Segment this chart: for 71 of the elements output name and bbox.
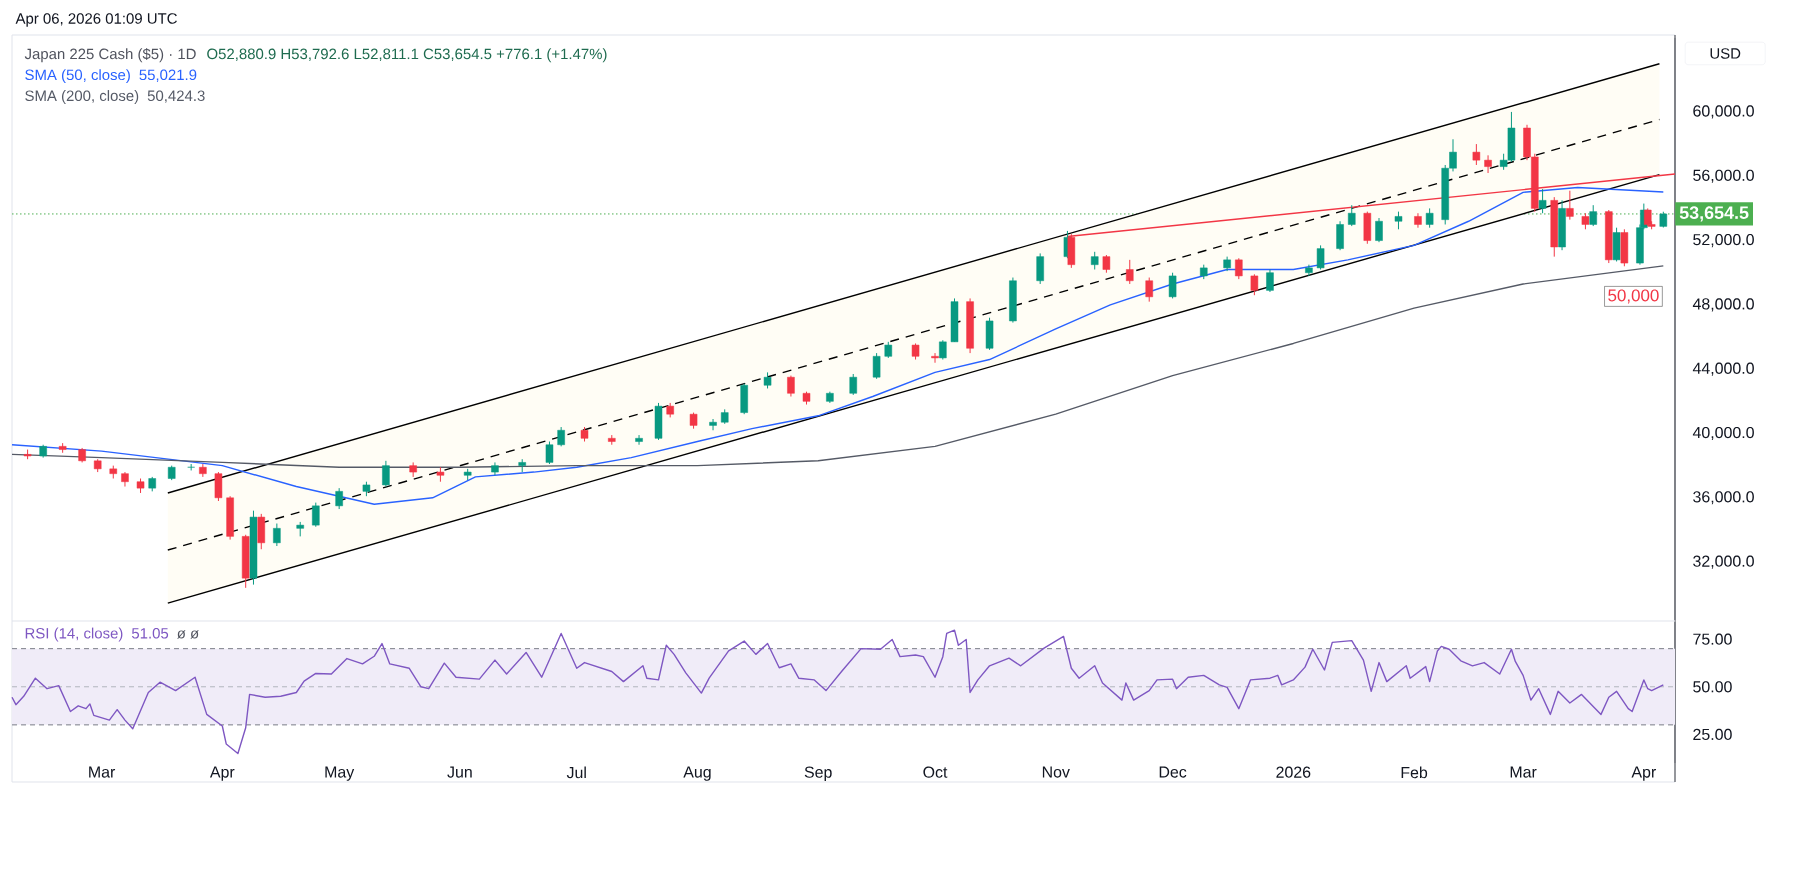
y-axis-title: USD: [1710, 48, 1741, 59]
candlestick: [1347, 204, 1356, 227]
candlestick: [1538, 188, 1547, 214]
x-tick-label: Feb: [1401, 766, 1428, 779]
x-tick-label: Apr: [1631, 766, 1656, 781]
candlestick: [1305, 264, 1313, 277]
candlestick: [1316, 244, 1325, 270]
y-tick-label: 75.00: [1693, 633, 1732, 645]
x-tick-label: Aug: [683, 766, 711, 781]
y-tick-label: 44,000.0: [1692, 362, 1754, 376]
candlestick: [199, 463, 207, 478]
text: O52,880.9 H53,792.6 L52,811.1 C53,654.5 +776.1 (+1.47%): [207, 48, 607, 63]
x-tick-label: Jul: [566, 766, 586, 779]
line-series: [11, 629, 1665, 755]
candlestick: [557, 426, 565, 447]
y-tick-label: 52,000.0: [1693, 233, 1754, 248]
x-tick-label: Sep: [804, 766, 832, 781]
candlestick: [872, 352, 881, 380]
line-series: [11, 265, 1665, 468]
candlestick: [1589, 204, 1597, 227]
x-tick-label: Nov: [1042, 766, 1070, 778]
candlestick: [931, 352, 939, 364]
annotation: 50,424.3: [147, 90, 205, 103]
candlestick: [1472, 143, 1481, 166]
candlestick: [1250, 273, 1259, 296]
text: SMA (200, close): [25, 90, 139, 104]
candlestick: [1235, 257, 1243, 280]
candlestick: [709, 418, 717, 431]
candlestick: [1566, 190, 1574, 221]
x-tick-label: Oct: [923, 766, 948, 778]
candlestick: [787, 375, 795, 398]
candlestick: [1375, 217, 1383, 243]
y-tick-label: 32,000.0: [1693, 555, 1754, 569]
candlestick: [1266, 268, 1274, 293]
annotation: ø ø: [177, 630, 199, 639]
x-tick-label: Mar: [1510, 766, 1537, 778]
y-tick-label: 40,000.0: [1692, 426, 1754, 441]
candlestick: [1484, 154, 1492, 174]
text: SMA (50, close): [25, 69, 130, 84]
candlestick: [635, 434, 643, 446]
ref-line-label: 53,654.5: [1679, 206, 1749, 222]
candlestick: [1425, 207, 1434, 229]
text: RSI (14, close): [25, 627, 123, 642]
y-tick-label: 50.00: [1693, 681, 1732, 693]
candlestick: [312, 502, 320, 528]
candlestick: [939, 339, 947, 361]
text: Japan 225 Cash ($5) · 1D: [24, 47, 196, 63]
y-tick-label: 60,000.0: [1693, 105, 1754, 119]
x-tick-label: 2026: [1276, 766, 1311, 778]
x-tick-label: Mar: [89, 766, 116, 778]
y-tick-label: 36,000.0: [1693, 491, 1754, 505]
annotation: 50,000: [1608, 289, 1659, 304]
line-series: [11, 186, 1665, 505]
candlestick: [1126, 259, 1134, 285]
y-tick-label: 48,000.0: [1692, 298, 1754, 312]
candlestick: [382, 460, 390, 488]
candlestick: [273, 523, 281, 547]
y-tick-label: 25.00: [1693, 728, 1732, 741]
annotation: 55,021.9: [139, 69, 197, 82]
candlestick: [1168, 272, 1177, 299]
x-tick-label: Jun: [447, 766, 472, 778]
y-tick-label: 56,000.0: [1693, 169, 1754, 183]
candlestick: [545, 441, 554, 465]
x-tick-label: Apr: [209, 766, 235, 781]
x-tick-label: May: [325, 766, 355, 781]
candlestick: [335, 487, 343, 510]
annotation: 51.05: [131, 627, 169, 639]
candlestick: [1145, 277, 1153, 303]
candlestick: [849, 373, 857, 396]
text: Apr 06, 2026 01:09 UTC: [15, 13, 177, 27]
x-tick-label: Dec: [1159, 766, 1187, 778]
